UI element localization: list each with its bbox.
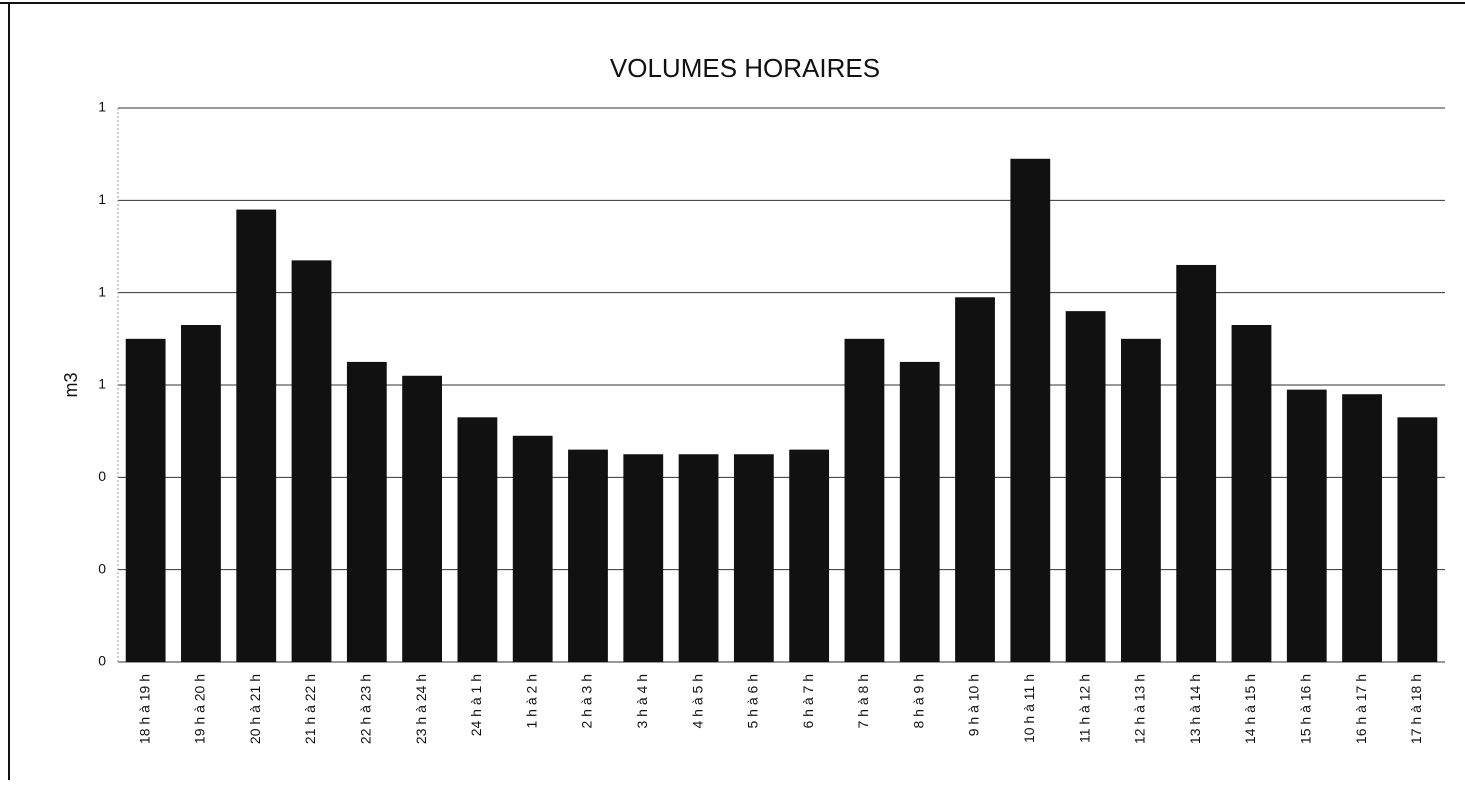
y-tick-label: 1 <box>98 376 106 392</box>
x-tick-label: 11 h à 12 h <box>1076 674 1092 743</box>
bar <box>568 449 608 662</box>
x-tick-label: 9 h à 10 h <box>966 674 982 736</box>
x-tick-label: 17 h à 18 h <box>1408 674 1424 744</box>
x-tick-label: 6 h à 7 h <box>800 674 816 729</box>
bar <box>899 361 940 662</box>
bar <box>125 338 166 662</box>
x-tick-label: 10 h à 11 h <box>1021 674 1037 743</box>
y-tick-label: 0 <box>98 653 106 669</box>
bar <box>678 454 719 662</box>
bar <box>733 454 774 662</box>
y-axis-label: m3 <box>61 372 81 397</box>
bar <box>955 297 995 662</box>
x-tick-label: 16 h à 17 h <box>1353 674 1369 744</box>
bar <box>346 361 387 662</box>
x-tick-label: 14 h à 15 h <box>1242 674 1258 744</box>
bar <box>1176 264 1217 662</box>
bar <box>1231 324 1272 662</box>
x-tick-label: 22 h à 23 h <box>358 674 374 744</box>
x-tick-label: 7 h à 8 h <box>855 674 871 729</box>
x-tick-label: 19 h à 20 h <box>192 674 208 744</box>
x-tick-label: 24 h à 1 h <box>468 674 484 736</box>
x-tick-label: 3 h à 4 h <box>634 674 650 729</box>
bar <box>181 324 221 662</box>
x-tick-label: 2 h à 3 h <box>579 674 595 729</box>
bar <box>1065 311 1106 662</box>
bar <box>457 417 498 662</box>
x-tick-label: 4 h à 5 h <box>689 674 705 729</box>
chart-title: VOLUMES HORAIRES <box>610 53 880 83</box>
bar <box>512 435 553 662</box>
x-tick-label: 5 h à 6 h <box>745 674 761 729</box>
y-tick-label: 1 <box>98 283 106 299</box>
x-tick-label: 8 h à 9 h <box>910 674 926 729</box>
x-tick-label: 20 h à 21 h <box>247 674 263 744</box>
x-tick-label: 12 h à 13 h <box>1132 674 1148 744</box>
bar <box>1397 417 1438 662</box>
x-tick-label: 13 h à 14 h <box>1187 674 1203 744</box>
bar <box>402 375 443 662</box>
bar <box>789 449 830 662</box>
bar <box>236 209 277 663</box>
bar <box>291 260 332 662</box>
bar <box>1010 158 1051 663</box>
y-tick-label: 0 <box>98 468 106 484</box>
x-tick-label: 23 h à 24 h <box>413 674 429 744</box>
y-tick-label: 1 <box>98 99 106 115</box>
x-tick-label: 18 h à 19 h <box>136 674 152 744</box>
y-tick-label: 0 <box>98 560 106 576</box>
bar <box>844 338 885 662</box>
bar <box>623 454 664 662</box>
x-tick-label: 1 h à 2 h <box>523 674 539 729</box>
x-tick-label: 21 h à 22 h <box>302 674 318 744</box>
bar <box>1342 394 1382 662</box>
x-tick-label: 15 h à 16 h <box>1297 674 1313 744</box>
bar <box>1120 338 1161 662</box>
bar <box>1286 389 1327 662</box>
y-tick-label: 1 <box>98 191 106 207</box>
